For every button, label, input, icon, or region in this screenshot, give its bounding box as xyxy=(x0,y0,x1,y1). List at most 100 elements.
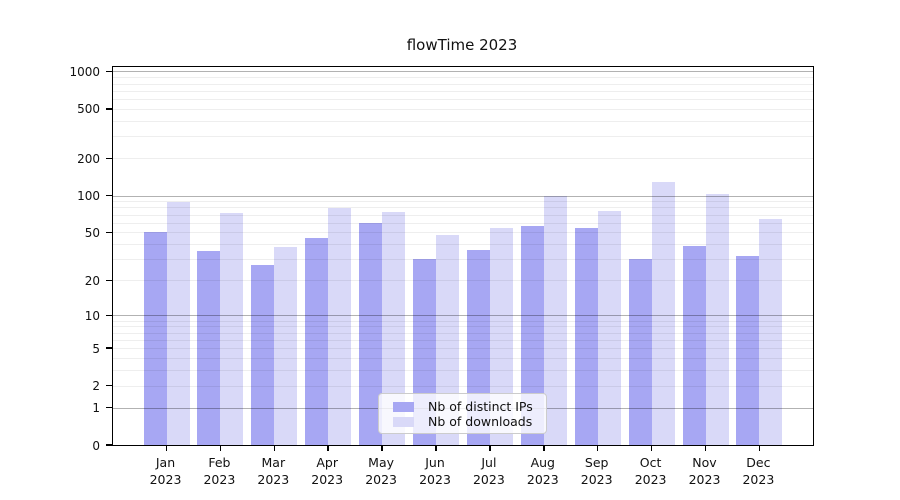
bar-ips-sep xyxy=(574,228,598,445)
gridline-70 xyxy=(113,214,813,216)
y-tick-500 xyxy=(105,108,112,110)
x-tick-feb xyxy=(219,445,222,451)
y-tick-50 xyxy=(105,231,112,234)
bar-downloads-feb xyxy=(220,213,244,445)
bar-ips-mar xyxy=(251,264,275,445)
x-tick-label-sep: Sep 2023 xyxy=(580,455,613,487)
x-tick-sep xyxy=(596,445,599,451)
y-tick-5 xyxy=(105,347,112,349)
x-tick-jul xyxy=(489,445,491,451)
bar-downloads-dec xyxy=(759,219,783,445)
gridline-5 xyxy=(113,348,813,350)
y-tick-label-0: 0 xyxy=(92,438,100,453)
gridline-7 xyxy=(113,332,813,334)
gridline-30 xyxy=(113,259,813,261)
bar-downloads-mar xyxy=(274,246,298,445)
bar-downloads-nov xyxy=(705,194,729,445)
gridline-400 xyxy=(113,120,813,122)
x-tick-label-may: May 2023 xyxy=(365,455,397,487)
y-tick-label-50: 50 xyxy=(84,225,100,240)
legend: Nb of distinct IPs Nb of downloads xyxy=(378,393,547,434)
bar-downloads-apr xyxy=(328,208,352,445)
gridline-8 xyxy=(113,326,813,328)
legend-label-distinct-ips: Nb of distinct IPs xyxy=(428,399,533,414)
gridline-60 xyxy=(113,222,813,224)
x-tick-mar xyxy=(273,445,276,451)
y-tick-1000 xyxy=(105,70,112,73)
x-tick-label-nov: Nov 2023 xyxy=(688,455,721,487)
bar-ips-jan xyxy=(143,232,167,445)
gridline-20 xyxy=(113,280,813,282)
bar-ips-apr xyxy=(305,238,329,445)
gridline-800 xyxy=(113,83,813,85)
x-tick-label-jan: Jan 2023 xyxy=(149,455,182,487)
bar-ips-aug xyxy=(520,225,544,445)
y-tick-label-5: 5 xyxy=(92,341,100,356)
x-tick-may xyxy=(381,445,383,451)
gridline-500 xyxy=(113,108,813,110)
gridline-900 xyxy=(113,77,813,79)
x-tick-oct xyxy=(650,445,653,451)
y-tick-label-200: 200 xyxy=(77,151,100,166)
bar-ips-dec xyxy=(736,255,760,445)
y-tick-20 xyxy=(105,279,112,282)
y-tick-200 xyxy=(105,157,112,159)
y-tick-label-500: 500 xyxy=(77,102,100,117)
x-tick-aug xyxy=(543,445,545,451)
plot-area: Nb of distinct IPs Nb of downloads xyxy=(105,66,814,451)
y-tick-10 xyxy=(105,314,112,317)
bar-ips-oct xyxy=(628,259,652,445)
bar-downloads-jan xyxy=(166,202,190,445)
gridline-40 xyxy=(113,244,813,246)
gridline-200 xyxy=(113,158,813,160)
gridline-700 xyxy=(113,90,813,92)
x-tick-label-feb: Feb 2023 xyxy=(203,455,236,487)
bar-downloads-jun xyxy=(436,234,459,445)
x-tick-label-dec: Dec 2023 xyxy=(742,455,775,487)
x-tick-label-mar: Mar 2023 xyxy=(257,455,290,487)
x-tick-apr xyxy=(327,445,329,451)
gridline-6 xyxy=(113,339,813,341)
bar-downloads-oct xyxy=(651,182,675,445)
x-tick-jun xyxy=(435,445,437,451)
gridline-2 xyxy=(113,385,813,387)
y-tick-100 xyxy=(105,194,112,197)
bar-ips-feb xyxy=(197,251,221,445)
bar-ips-nov xyxy=(682,245,706,445)
y-tick-label-2: 2 xyxy=(92,379,100,394)
bar-downloads-may xyxy=(382,212,406,445)
gridline-90 xyxy=(113,201,813,203)
legend-swatch-downloads xyxy=(393,416,414,427)
gridline-4 xyxy=(113,358,813,359)
bar-ips-may xyxy=(359,222,383,445)
chart-title: flowTime 2023 xyxy=(406,36,518,54)
gridline-9 xyxy=(113,320,813,322)
gridline-300 xyxy=(113,136,813,138)
y-tick-2 xyxy=(105,384,112,387)
y-tick-label-1: 1 xyxy=(92,401,100,415)
x-tick-dec xyxy=(758,445,761,451)
y-tick-label-100: 100 xyxy=(77,189,100,203)
gridline-10 xyxy=(113,315,813,317)
gridline-100 xyxy=(113,195,813,197)
gridline-50 xyxy=(113,232,813,234)
y-tick-label-1000: 1000 xyxy=(69,64,100,79)
y-tick-label-20: 20 xyxy=(84,273,100,288)
x-tick-label-aug: Aug 2023 xyxy=(526,455,559,487)
gridline-600 xyxy=(113,99,813,100)
y-tick-label-10: 10 xyxy=(84,308,100,323)
bar-downloads-jul xyxy=(489,228,513,445)
legend-item-downloads: Nb of downloads xyxy=(388,414,537,429)
x-tick-jan xyxy=(165,445,168,451)
legend-swatch-ips xyxy=(393,401,414,412)
x-tick-label-apr: Apr 2023 xyxy=(311,455,344,487)
gridline-1000 xyxy=(113,71,813,73)
x-tick-label-jul: Jul 2023 xyxy=(472,455,505,487)
gridline-3 xyxy=(113,370,813,371)
gridline-80 xyxy=(113,207,813,209)
x-tick-nov xyxy=(704,445,707,451)
x-tick-label-oct: Oct 2023 xyxy=(634,455,667,487)
bar-downloads-aug xyxy=(543,195,567,445)
y-tick-1 xyxy=(105,406,112,409)
